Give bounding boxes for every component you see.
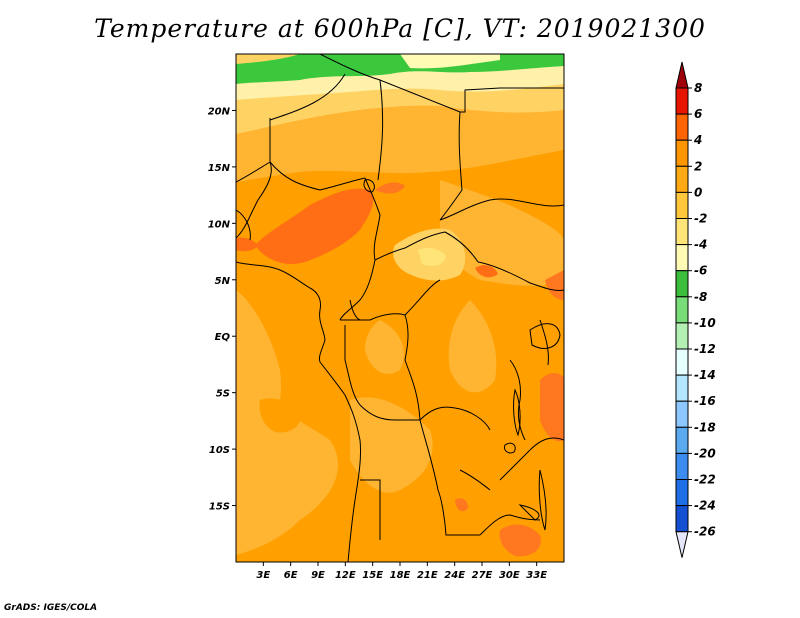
lat-tick-label: 10N xyxy=(208,219,231,230)
colorbar-label: -26 xyxy=(694,525,716,539)
colorbar-swatch xyxy=(675,191,689,219)
colorbar-swatch xyxy=(675,479,689,507)
colorbar-swatch xyxy=(675,322,689,350)
colorbar-swatch xyxy=(675,296,689,324)
lat-tick-label: 15N xyxy=(208,163,231,174)
colorbar-swatch xyxy=(675,374,689,402)
lon-tick-label: 6E xyxy=(284,570,298,581)
latitude-axis: 20N 15N 10N 5N EQ 5S 10S 15S xyxy=(208,106,236,513)
colorbar-label: -6 xyxy=(694,264,707,278)
colorbar-label: -12 xyxy=(694,342,716,356)
colorbar-swatch xyxy=(675,426,689,454)
colorbar-label: 6 xyxy=(694,107,702,121)
colorbar-swatch xyxy=(675,113,689,141)
temperature-field xyxy=(236,54,564,562)
colorbar-swatch xyxy=(675,244,689,272)
colorbar-swatch xyxy=(675,165,689,193)
lat-tick-label: EQ xyxy=(215,332,231,343)
colorbar: 8 6 4 2 0 -2 -4 -6 -8 -10 -12 -14 -16 -18 -20 -22 -24 -26 xyxy=(675,61,716,558)
lat-tick-label: 20N xyxy=(208,106,231,117)
colorbar-label: -14 xyxy=(694,368,716,382)
colorbar-swatch xyxy=(675,139,689,167)
lon-tick-label: 30E xyxy=(499,570,520,581)
lon-tick-label: 33E xyxy=(526,570,547,581)
lon-tick-label: 27E xyxy=(472,570,493,581)
lon-tick-label: 21E xyxy=(417,570,438,581)
lat-tick-label: 15S xyxy=(209,502,230,513)
colorbar-label: -2 xyxy=(694,212,707,226)
colorbar-swatch xyxy=(675,270,689,298)
colorbar-label: -16 xyxy=(694,394,716,408)
country-borders xyxy=(236,54,564,562)
colorbar-label: -22 xyxy=(694,473,716,487)
colorbar-label: -20 xyxy=(694,446,716,460)
colorbar-swatch xyxy=(675,87,689,115)
colorbar-swatch xyxy=(675,400,689,428)
lakes xyxy=(363,179,561,531)
colorbar-swatch xyxy=(675,348,689,376)
colorbar-label: -10 xyxy=(694,316,716,330)
lat-tick-label: 5S xyxy=(216,389,230,400)
colorbar-bottom-arrow xyxy=(675,531,689,558)
lon-tick-label: 12E xyxy=(335,570,356,581)
colorbar-label: 0 xyxy=(694,185,702,199)
lat-tick-label: 5N xyxy=(215,276,231,287)
lon-tick-label: 18E xyxy=(390,570,411,581)
colorbar-label: 8 xyxy=(694,81,702,95)
lon-tick-label: 9E xyxy=(311,570,325,581)
lon-tick-label: 3E xyxy=(256,570,270,581)
colorbar-label: -8 xyxy=(694,290,707,304)
colorbar-label: -4 xyxy=(694,238,707,252)
colorbar-label: -18 xyxy=(694,420,716,434)
credit-text: GrADS: IGES/COLA xyxy=(4,603,98,613)
lon-tick-label: 15E xyxy=(362,570,383,581)
colorbar-swatch xyxy=(675,452,689,480)
colorbar-swatch xyxy=(675,505,689,533)
lon-tick-label: 24E xyxy=(444,570,465,581)
colorbar-top-arrow xyxy=(675,61,689,89)
map-title: Temperature at 600hPa [C], VT: 201902130… xyxy=(94,14,706,43)
longitude-axis: 3E 6E 9E 12E 15E 18E 21E 24E 27E 30E 33E xyxy=(256,562,547,581)
colorbar-label: 4 xyxy=(693,133,702,147)
lat-tick-label: 10S xyxy=(209,445,230,456)
colorbar-label: 2 xyxy=(694,159,702,173)
colorbar-label: -24 xyxy=(694,499,716,513)
colorbar-swatch xyxy=(675,218,689,246)
